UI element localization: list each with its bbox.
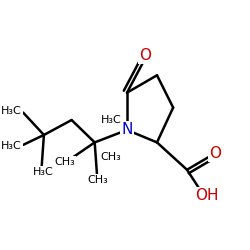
Text: O: O bbox=[140, 48, 151, 63]
Text: N: N bbox=[121, 122, 133, 138]
Text: H₃C: H₃C bbox=[100, 115, 121, 125]
Text: OH: OH bbox=[196, 188, 219, 203]
Text: CH₃: CH₃ bbox=[100, 152, 121, 162]
Text: CH₃: CH₃ bbox=[54, 157, 75, 167]
Text: O: O bbox=[209, 146, 221, 161]
Text: H₃C: H₃C bbox=[32, 167, 53, 177]
Text: CH₃: CH₃ bbox=[88, 175, 108, 185]
Text: H₃C: H₃C bbox=[1, 141, 22, 151]
Text: H₃C: H₃C bbox=[1, 106, 22, 116]
